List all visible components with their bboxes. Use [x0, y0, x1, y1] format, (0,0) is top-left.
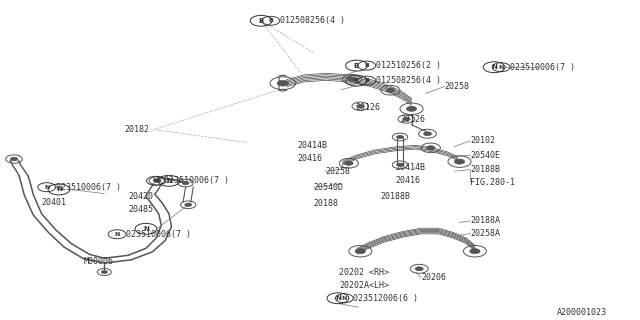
Text: 023510006(7 ): 023510006(7 ) — [126, 230, 191, 239]
Circle shape — [426, 146, 435, 150]
Circle shape — [356, 104, 364, 108]
Text: N: N — [143, 226, 149, 232]
Text: B: B — [364, 78, 369, 83]
Circle shape — [415, 267, 423, 271]
Text: 023510006(7 ): 023510006(7 ) — [510, 63, 575, 72]
Text: 20206: 20206 — [421, 273, 446, 282]
Text: 20188: 20188 — [314, 199, 339, 208]
Text: N: N — [56, 187, 62, 192]
Text: 20102: 20102 — [470, 136, 495, 145]
Text: B: B — [354, 78, 359, 84]
Text: 20258: 20258 — [325, 167, 350, 176]
Circle shape — [470, 249, 480, 254]
Text: N: N — [115, 232, 120, 237]
Text: 20540E: 20540E — [470, 151, 500, 160]
Text: 012510256(2 ): 012510256(2 ) — [376, 61, 441, 70]
Text: 012508256(4 ): 012508256(4 ) — [376, 76, 441, 85]
Circle shape — [397, 135, 403, 139]
Text: 20485: 20485 — [128, 205, 153, 214]
Text: 20202A<LH>: 20202A<LH> — [339, 281, 389, 290]
Circle shape — [185, 203, 191, 206]
Circle shape — [10, 157, 18, 161]
Circle shape — [355, 249, 365, 254]
Text: 20182: 20182 — [125, 125, 150, 134]
Text: 20258A: 20258A — [470, 229, 500, 238]
Text: B: B — [364, 63, 369, 68]
Circle shape — [101, 270, 108, 274]
Text: 20414B: 20414B — [298, 141, 328, 150]
Text: 012508256(4 ): 012508256(4 ) — [280, 16, 345, 25]
Circle shape — [348, 77, 356, 82]
Text: 20416: 20416 — [396, 176, 420, 185]
Text: 20188A: 20188A — [470, 216, 500, 225]
Circle shape — [344, 161, 353, 165]
Text: 20420: 20420 — [128, 192, 153, 201]
Circle shape — [386, 88, 395, 92]
Text: 20188B: 20188B — [381, 192, 411, 201]
Text: N: N — [499, 65, 504, 70]
Text: 20188B: 20188B — [470, 165, 500, 174]
Text: 023510006(7 ): 023510006(7 ) — [56, 183, 121, 192]
Circle shape — [277, 80, 289, 86]
Text: N: N — [491, 64, 497, 70]
Circle shape — [424, 132, 431, 136]
Text: 20414B: 20414B — [396, 164, 426, 172]
Text: N: N — [342, 296, 347, 301]
Text: B: B — [354, 63, 359, 68]
Text: FIG.280-1: FIG.280-1 — [470, 178, 515, 187]
Text: N: N — [153, 178, 158, 183]
Text: B: B — [259, 18, 264, 24]
Circle shape — [406, 106, 417, 111]
Circle shape — [397, 163, 403, 166]
Text: N: N — [166, 178, 172, 184]
Text: N: N — [44, 185, 49, 190]
Text: M00006: M00006 — [83, 257, 113, 266]
Circle shape — [154, 179, 161, 183]
Text: 20126: 20126 — [400, 116, 425, 124]
Text: 20540D: 20540D — [314, 183, 344, 192]
Text: A200001023: A200001023 — [557, 308, 607, 317]
Text: 20401: 20401 — [42, 198, 67, 207]
Circle shape — [454, 159, 465, 164]
Text: 20126: 20126 — [355, 103, 380, 112]
Text: B: B — [268, 18, 273, 23]
Text: 20202 <RH>: 20202 <RH> — [339, 268, 389, 277]
Text: 023510006(7 ): 023510006(7 ) — [164, 176, 230, 185]
Text: 023512006(6 ): 023512006(6 ) — [353, 294, 419, 303]
Circle shape — [403, 117, 410, 121]
Text: 20416: 20416 — [298, 154, 323, 163]
Circle shape — [182, 181, 189, 185]
Text: 20258: 20258 — [445, 82, 470, 91]
Text: N: N — [335, 295, 341, 301]
